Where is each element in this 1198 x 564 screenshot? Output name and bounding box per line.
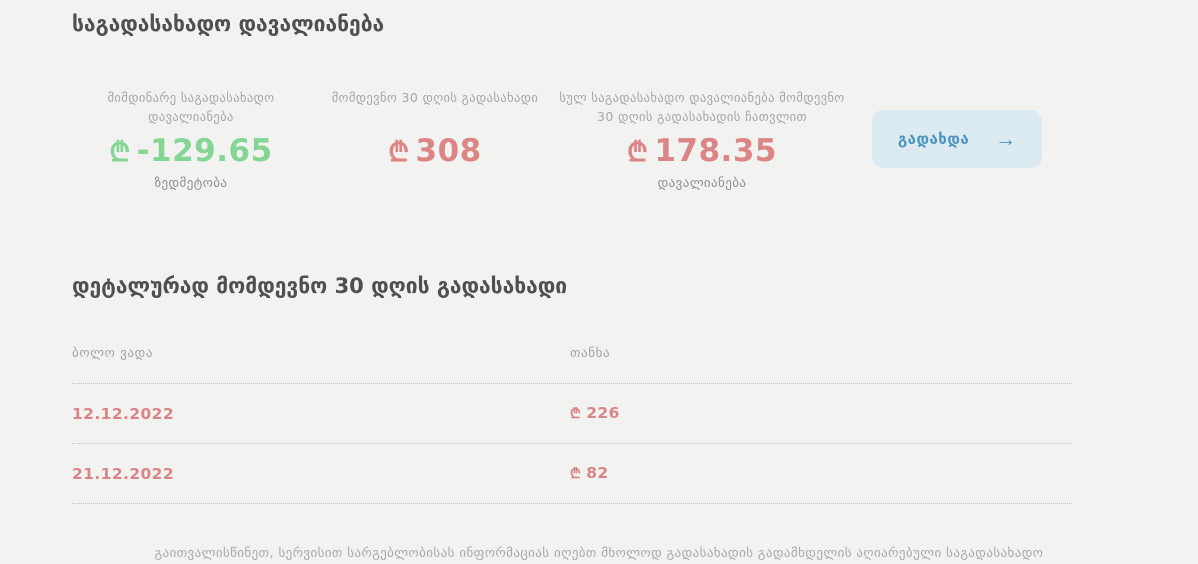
card-amount: 178.35 (654, 133, 777, 169)
table-row[interactable]: 21.12.2022 ₾ 82 (72, 444, 1072, 504)
card-sublabel: დავალიანება (657, 176, 747, 191)
page-title: საგადასახადო დავალიანება (72, 12, 385, 36)
lari-currency-icon: ₾ (627, 137, 649, 168)
card-value-overpayment: ₾ -129.65 (75, 132, 307, 169)
arrow-right-icon: → (995, 127, 1017, 151)
table-row[interactable]: 12.12.2022 ₾ 226 (72, 384, 1072, 444)
column-header-amount: თანხა (570, 346, 611, 361)
card-next-30-days-tax: მომდევნო 30 დღის გადასახადი ₾ 308 (315, 88, 555, 169)
card-value-next-30-days: ₾ 308 (315, 132, 555, 169)
due-date-cell: 12.12.2022 (72, 404, 175, 423)
lari-currency-icon: ₾ (388, 137, 410, 168)
card-amount: -129.65 (136, 133, 273, 169)
card-label: მიმდინარე საგადასახადო დავალიანება (107, 90, 275, 125)
amount-value: 226 (586, 404, 620, 422)
lari-currency-icon: ₾ (570, 406, 582, 422)
card-total-tax-debt: სულ საგადასახადო დავალიანება მომდევნო 30… (558, 88, 846, 191)
disclaimer-text: გაითვალისწინეთ, სერვისით სარგებლობისას ი… (154, 546, 1044, 561)
pay-button[interactable]: გადახდა → (872, 110, 1042, 168)
summary-cards: მიმდინარე საგადასახადო დავალიანება ₾ -129… (0, 88, 1198, 198)
amount-value: 82 (586, 464, 609, 482)
amount-cell: ₾ 226 (570, 404, 1072, 423)
due-date-cell: 21.12.2022 (72, 464, 175, 483)
amount-cell: ₾ 82 (570, 464, 1072, 483)
card-value-total-debt: ₾ 178.35 (558, 132, 846, 169)
table-header-row: ბოლო ვადა თანხა (72, 342, 1072, 384)
next-30-days-table: ბოლო ვადა თანხა 12.12.2022 ₾ 226 21.12.20… (72, 342, 1072, 504)
card-current-tax-debt: მიმდინარე საგადასახადო დავალიანება ₾ -129… (75, 88, 307, 191)
lari-currency-icon: ₾ (109, 137, 131, 168)
card-label: სულ საგადასახადო დავალიანება მომდევნო 30… (559, 90, 845, 125)
pay-button-label: გადახდა (897, 130, 970, 148)
card-sublabel: ზედმეტობა (154, 176, 228, 191)
card-label: მომდევნო 30 დღის გადასახადი (331, 90, 539, 105)
card-amount: 308 (415, 133, 482, 169)
details-section-title: დეტალურად მომდევნო 30 დღის გადასახადი (72, 274, 568, 298)
lari-currency-icon: ₾ (570, 466, 582, 482)
column-header-due-date: ბოლო ვადა (72, 346, 154, 361)
